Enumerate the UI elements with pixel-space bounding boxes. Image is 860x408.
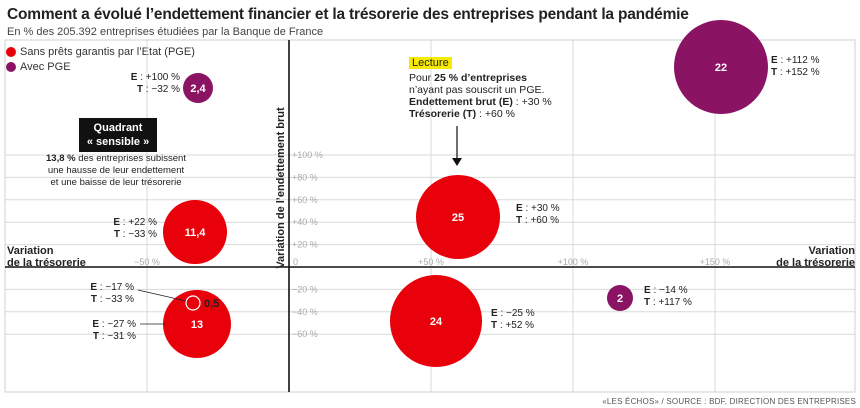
x-tick-label: +100 % — [558, 257, 589, 267]
bubble-e-label: E : −27 % — [92, 319, 136, 330]
bubble-value-label: 25 — [452, 212, 464, 224]
bubble-t-label: T : −31 % — [93, 331, 136, 342]
legend-swatch-red — [6, 46, 16, 57]
reading-arrow-head — [452, 158, 462, 166]
x-tick-label: +50 % — [418, 257, 444, 267]
x-tick-label: +150 % — [700, 257, 731, 267]
bubble-e-label: E : −25 % — [491, 308, 535, 319]
reading-text: : +60 % — [476, 108, 515, 120]
legend-swatch-purple — [6, 61, 16, 72]
x-tick-label: 0 — [293, 257, 298, 267]
reading-text-bold: 25 % d’entreprises — [434, 72, 527, 84]
legend-label: Avec PGE — [20, 60, 71, 73]
bubble — [163, 200, 227, 264]
reading-text: Pour — [409, 72, 435, 84]
legend-item-avec-pge: Avec PGE — [6, 59, 195, 74]
chart-subtitle: En % des 205.392 entreprises étudiées pa… — [7, 26, 324, 38]
bubble-value-label: 2,4 — [190, 83, 206, 95]
quadrant-box-line: « sensible » — [86, 136, 150, 148]
bubble — [183, 73, 213, 103]
y-tick-label: −40 % — [292, 307, 318, 317]
bubble-value-label: 22 — [715, 62, 727, 74]
reading-text: : +30 % — [512, 96, 552, 108]
reading-text-bold: Trésorerie (T) — [409, 108, 477, 120]
axis-title-line: de la trésorerie — [7, 257, 86, 269]
source-credit: «LES ÉCHOS» / SOURCE : BDF, DIRECTION DE… — [602, 397, 856, 406]
quadrant-note: 13,8 % des entreprises subissent une hau… — [46, 153, 186, 189]
bubble-small-outlined — [185, 295, 201, 311]
reading-text-bold: Endettement brut (E) — [409, 96, 513, 108]
bubble — [390, 275, 482, 367]
quadrant-sensible-box: Quadrant « sensible » — [79, 118, 157, 152]
quadrant-note-share: 13,8 % — [46, 153, 76, 164]
legend-item-sans-pge: Sans prêts garantis par l’Etat (PGE) — [6, 44, 195, 59]
bubble-t-label: T : −33 % — [91, 294, 134, 305]
bubble-value-label: 13 — [191, 319, 203, 331]
reading-title: Lecture — [409, 57, 452, 69]
bubble-value-label: 0,5 — [204, 298, 219, 310]
bubble-e-label: E : +112 % — [771, 55, 820, 66]
y-tick-label: +60 % — [292, 195, 318, 205]
bubble — [607, 285, 633, 311]
bubble-t-label: T : −33 % — [114, 229, 157, 240]
y-tick-label: −20 % — [292, 284, 318, 294]
bubble — [674, 20, 768, 114]
y-tick-label: −60 % — [292, 329, 318, 339]
bubble-e-label: E : +100 % — [131, 72, 180, 83]
plot-frame — [4, 39, 856, 393]
x-axis-title-left: Variation de la trésorerie — [7, 245, 86, 269]
bubble-t-label: T : +52 % — [491, 320, 534, 331]
bubble-e-label: E : −14 % — [644, 285, 688, 296]
x-tick-label: −50 % — [134, 257, 160, 267]
bubble-value-label: 11,4 — [185, 227, 207, 239]
bubble-t-label: T : −32 % — [137, 84, 180, 95]
bubble-t-label: T : +60 % — [516, 215, 559, 226]
chart-title: Comment a évolué l’endettement financier… — [7, 6, 689, 23]
quadrant-box-line: Quadrant — [93, 122, 143, 134]
legend-label: Sans prêts garantis par l’Etat (PGE) — [20, 45, 195, 58]
y-tick-label: +100 % — [292, 150, 323, 160]
axis-title-line: Variation — [7, 245, 54, 257]
quadrant-note-text: des entreprises subissent une hausse de … — [47, 153, 186, 188]
bubble-value-label: 24 — [430, 316, 443, 328]
axis-title-line: de la trésorerie — [776, 257, 855, 269]
bubble-e-label: E : +22 % — [113, 217, 157, 228]
axis-title-line: Variation — [808, 245, 855, 257]
reading-guide: Lecture Pour 25 % d’entreprises n’ayant … — [409, 57, 552, 120]
y-tick-label: +20 % — [292, 240, 318, 250]
x-axis-title-right: Variation de la trésorerie — [776, 245, 855, 269]
reading-text: n’ayant pas souscrit un PGE. — [409, 84, 545, 96]
bubble-value-label: 2 — [617, 293, 623, 305]
legend: Sans prêts garantis par l’Etat (PGE) Ave… — [6, 44, 195, 74]
y-tick-label: +80 % — [292, 172, 318, 182]
bubble-t-label: T : +152 % — [771, 67, 820, 78]
y-axis-title: Variation de l’endettement brut — [275, 107, 287, 269]
bubble — [163, 290, 231, 358]
bubble-e-label: E : −17 % — [90, 282, 134, 293]
bubble — [416, 175, 500, 259]
leader-line — [137, 289, 187, 302]
bubble-e-label: E : +30 % — [516, 203, 560, 214]
bubble-t-label: T : +117 % — [644, 297, 692, 308]
y-tick-label: +40 % — [292, 217, 318, 227]
